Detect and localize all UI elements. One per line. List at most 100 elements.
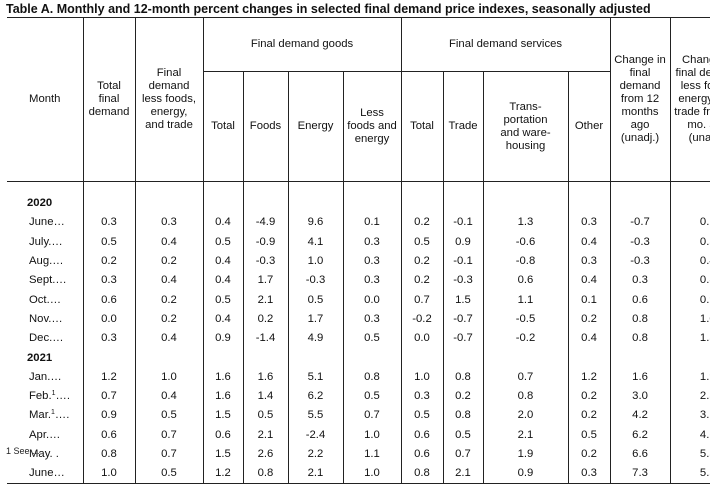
value-cell: 0.4: [202, 213, 243, 233]
empty-cell: [400, 194, 443, 214]
col-header-fd-less-foods-energy-trade: Final demand less foods, energy, and tra…: [134, 17, 203, 182]
table-row: Jan.… 1.2 1.0 1.6 1.6 5.1 0.8 1.0 0.8 0.7 1.2 1.6 1.…: [7, 367, 710, 387]
empty-cell: [82, 194, 135, 214]
month-cell: June…: [7, 213, 83, 232]
value-cell: 1.6: [242, 367, 288, 387]
value-cell: 0.8: [400, 464, 443, 484]
value-cell: 0.3: [134, 213, 203, 233]
col-header-services-trade: Trade: [442, 71, 483, 182]
value-cell: 1.2: [567, 367, 611, 387]
month-cell: July.…: [7, 233, 83, 252]
value-cell: 0.6: [609, 290, 671, 310]
value-cell: 0.1: [342, 213, 401, 233]
month-label: Mar.: [29, 409, 51, 422]
value-cell: 0.2: [134, 251, 203, 272]
value-cell: 0.2: [400, 251, 443, 272]
col-header-total-final-demand: Total final demand: [82, 17, 135, 182]
empty-cell: [202, 194, 243, 214]
month-cell: June…: [7, 464, 83, 484]
month-label: Aug.…: [29, 255, 64, 268]
empty-cell: [669, 348, 710, 368]
value-cell: 3.1: [669, 406, 710, 426]
leader-dots: ….: [54, 409, 70, 422]
value-cell: 0.8: [442, 367, 483, 387]
value-cell: 0.3: [342, 232, 401, 252]
value-cell: 0.2: [442, 386, 483, 407]
value-cell: 0.7: [134, 425, 203, 445]
value-cell: 9.6: [287, 213, 343, 233]
value-cell: 5.5: [669, 464, 710, 484]
value-cell: 0.8: [609, 329, 671, 349]
empty-cell: [287, 348, 343, 368]
value-cell: 0.7: [442, 444, 483, 465]
leader-dots: ….: [55, 390, 70, 403]
value-cell: 0.6: [400, 425, 443, 445]
value-cell: 0.3: [342, 271, 401, 291]
value-cell: 1.3: [669, 329, 710, 349]
value-cell: 0.2: [567, 444, 611, 465]
value-cell: 5.5: [287, 406, 343, 426]
value-cell: 0.3: [567, 464, 611, 484]
value-cell: 0.8: [242, 464, 288, 484]
value-cell: 0.3: [567, 213, 611, 233]
value-cell: 2.0: [482, 406, 568, 426]
value-cell: -0.3: [287, 271, 343, 291]
value-cell: 0.6: [400, 444, 443, 465]
table-row: Feb.1…. 0.7 0.4 1.6 1.4 6.2 0.5 0.3 0.2 0.8 0.2 3.0…: [7, 386, 710, 407]
empty-cell: [82, 348, 135, 368]
table-row: July.… 0.5 0.4 0.5 -0.9 4.1 0.3 0.5 0.9 -0.6 0.4 -0…: [7, 232, 710, 252]
value-cell: 0.7: [82, 386, 135, 407]
value-cell: 1.6: [609, 367, 671, 387]
value-cell: 0.2: [567, 386, 611, 407]
empty-cell: [567, 194, 611, 214]
value-cell: 0.6: [82, 290, 135, 310]
value-cell: 0.0: [400, 329, 443, 349]
value-cell: 0.5: [202, 232, 243, 252]
month-label: June…: [29, 216, 65, 229]
value-cell: 1.0: [400, 367, 443, 387]
month-label: Oct.…: [29, 293, 62, 306]
value-cell: 0.1: [567, 290, 611, 310]
col-header-goods-total: Total: [202, 71, 243, 182]
value-cell: 0.3: [82, 271, 135, 291]
value-cell: 0.5: [400, 406, 443, 426]
value-cell: 1.4: [242, 386, 288, 407]
value-cell: 0.4: [567, 232, 611, 252]
year-label: 2020: [27, 197, 53, 210]
value-cell: -1.4: [242, 329, 288, 349]
value-cell: -0.9: [242, 232, 288, 252]
month-label: Sept.…: [29, 274, 67, 287]
value-cell: 5.1: [287, 367, 343, 387]
value-cell: 2.1: [442, 464, 483, 484]
empty-cell: [242, 348, 288, 368]
empty-cell: [609, 348, 671, 368]
value-cell: 1.7: [242, 271, 288, 291]
value-cell: 0.2: [242, 309, 288, 330]
value-cell: 0.3: [342, 251, 401, 272]
value-cell: 0.0: [342, 290, 401, 310]
value-cell: 4.6: [669, 425, 710, 445]
empty-cell: [242, 194, 288, 214]
col-header-goods-energy: Energy: [287, 71, 343, 182]
value-cell: 0.3: [82, 213, 135, 233]
table-row: Sept.… 0.3 0.4 0.4 1.7 -0.3 0.3 0.2 -0.3 0.6 0.4 0.…: [7, 271, 710, 291]
value-cell: 1.2: [202, 464, 243, 484]
value-cell: 1.6: [202, 367, 243, 387]
value-cell: 0.1: [669, 213, 710, 233]
month-cell: Dec.…: [7, 329, 83, 348]
empty-cell: [482, 194, 568, 214]
spacer-cell: [442, 181, 483, 194]
year-row: 2020: [7, 194, 710, 214]
table-row: Oct.… 0.6 0.2 0.5 2.1 0.5 0.0 0.7 1.5 1.1 0.1 0.6 0.…: [7, 290, 710, 310]
value-cell: 0.3: [609, 271, 671, 291]
value-cell: 0.4: [202, 251, 243, 272]
value-cell: 0.8: [442, 406, 483, 426]
table-title: Table A. Monthly and 12-month percent ch…: [6, 2, 651, 16]
value-cell: 0.3: [567, 251, 611, 272]
value-cell: 3.0: [609, 386, 671, 407]
month-label: Apr.…: [29, 428, 61, 441]
col-header-goods-foods: Foods: [242, 71, 288, 182]
spacer-row: [7, 181, 710, 194]
footnote: 1 See ...: [6, 446, 40, 456]
spacer-cell: [400, 181, 443, 194]
